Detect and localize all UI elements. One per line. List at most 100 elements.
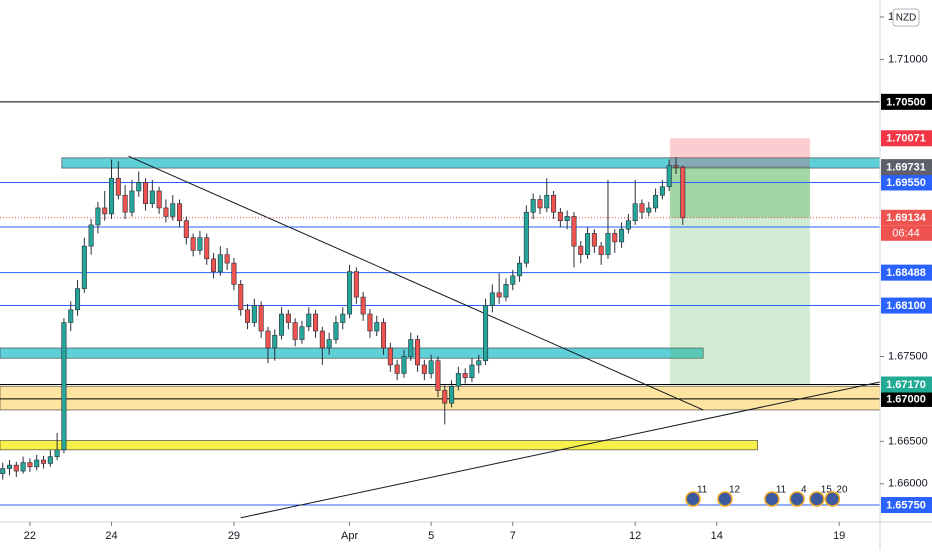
candle-body: [292, 322, 298, 340]
y-tick-label: 1.67500: [888, 350, 928, 362]
event-count: 11: [697, 485, 708, 496]
event-icon: [824, 491, 841, 507]
candle-body: [347, 271, 353, 315]
candle-body: [530, 199, 536, 213]
candle-body: [415, 339, 421, 366]
last-price-label-box: [881, 209, 932, 226]
candles: 11 12 11 4 15 20: [0, 157, 848, 507]
currency: NZD: [896, 13, 917, 24]
candle-body: [285, 313, 291, 323]
candle-body: [27, 462, 33, 468]
candle-body: [537, 199, 543, 209]
stop-label: 1.70071: [886, 133, 926, 145]
target-label: 1.67170: [886, 379, 926, 391]
candle-body: [619, 228, 625, 243]
candle-body: [88, 224, 94, 247]
candle-body: [387, 347, 393, 366]
candle-body: [211, 258, 217, 272]
candle-body: [156, 190, 162, 209]
level-label-box: [881, 297, 932, 314]
event-icon: [764, 491, 780, 507]
candle-body: [149, 190, 155, 205]
candle-body: [374, 322, 380, 332]
candle-body: [54, 449, 60, 457]
x-tick-label: Apr: [341, 530, 358, 542]
candle-body: [469, 364, 475, 379]
level-label-box: [881, 497, 932, 514]
candle-body: [523, 211, 529, 264]
candle-body: [197, 237, 203, 251]
entry-label: 1.69731: [886, 162, 926, 174]
last-price-label: 1.69134: [886, 212, 927, 224]
candle-body: [612, 233, 618, 243]
candle-body: [34, 459, 40, 468]
candle-body: [251, 305, 257, 323]
event-count: 11: [776, 485, 787, 496]
level-label: 1.69550: [886, 177, 926, 189]
candle-body: [68, 309, 74, 323]
level-label-box: [881, 264, 932, 281]
candle-body: [258, 305, 264, 332]
candle-body: [326, 339, 332, 349]
event-count: 20: [836, 485, 848, 496]
event-count: 12: [729, 485, 741, 496]
candle-body: [639, 203, 645, 213]
candle-body: [299, 326, 305, 340]
candle-body: [449, 385, 455, 404]
candle-body: [204, 237, 210, 260]
candle-body: [177, 203, 183, 221]
candle-body: [585, 233, 591, 255]
candle-body: [421, 364, 427, 374]
candle-body: [319, 330, 325, 349]
candle-body: [136, 182, 142, 192]
candle-body: [489, 292, 495, 306]
candle-body: [109, 177, 115, 215]
candle-body: [408, 339, 414, 357]
candle-body: [75, 288, 81, 311]
candle-body: [313, 313, 319, 332]
time-axis: [0, 522, 932, 550]
level-label: 1.68100: [886, 300, 926, 312]
entry-label-box: [881, 159, 932, 176]
candle-body: [183, 220, 189, 238]
candle-body: [551, 194, 557, 213]
target-label-box: [881, 376, 932, 393]
candle-body: [163, 207, 169, 217]
candle-body: [666, 165, 672, 188]
candle-body: [279, 313, 285, 336]
drawings: [0, 101, 881, 519]
candle-body: [115, 177, 121, 196]
level-label: 1.65750: [886, 499, 926, 511]
x-tick-label: 24: [105, 530, 117, 542]
candle-body: [483, 305, 489, 362]
candle-body: [680, 166, 686, 219]
candle-body: [360, 296, 366, 315]
event-count: 4: [801, 485, 807, 496]
candle-body: [496, 292, 502, 298]
candle-body: [367, 313, 373, 332]
candle-body: [0, 468, 6, 474]
y-tick-label: 1.71000: [888, 53, 928, 65]
candle-body: [578, 245, 584, 255]
candle-body: [217, 254, 223, 272]
candle-body: [238, 284, 244, 311]
level-label: 1.68488: [886, 267, 926, 279]
candle-body: [95, 207, 101, 226]
candle-body: [394, 364, 400, 374]
candle-body: [428, 360, 434, 374]
candle-body: [353, 271, 359, 298]
candle-body: [557, 211, 563, 221]
candle-body: [306, 313, 312, 328]
candle-body: [170, 203, 176, 217]
candle-body: [47, 456, 53, 464]
candle-body: [340, 313, 346, 323]
x-tick-label: 5: [428, 530, 434, 542]
x-tick-label: 22: [24, 530, 36, 542]
x-tick-label: 19: [833, 530, 845, 542]
zone: [0, 347, 704, 359]
x-tick-label: 7: [510, 530, 516, 542]
candle-body: [625, 220, 631, 230]
trend-line: [240, 381, 881, 519]
